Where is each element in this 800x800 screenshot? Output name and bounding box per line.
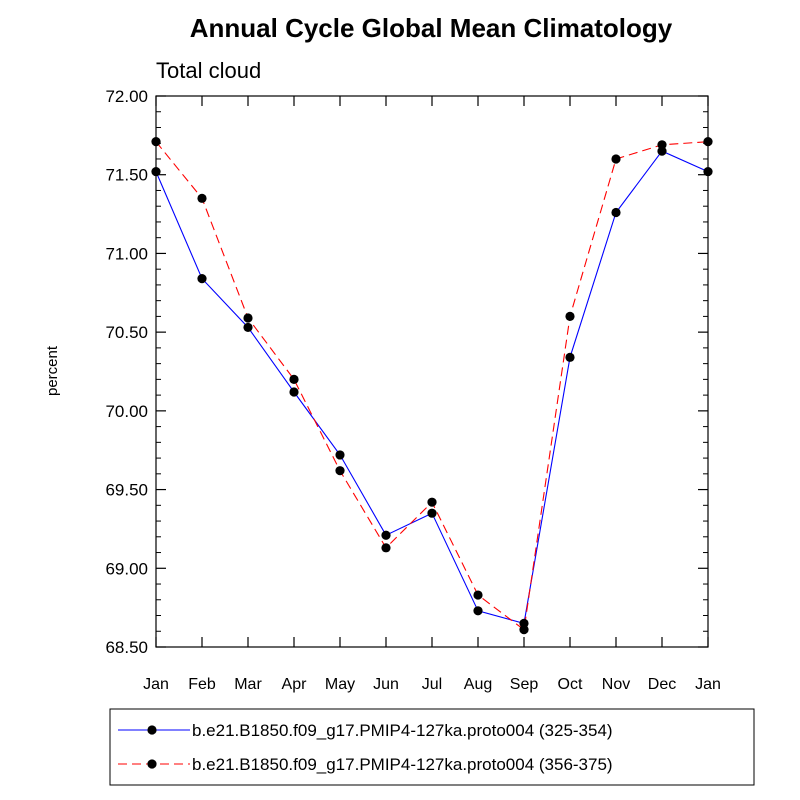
legend: b.e21.B1850.f09_g17.PMIP4-127ka.proto004… <box>109 708 755 786</box>
x-tick-label: Mar <box>234 676 262 693</box>
series-2-point <box>197 193 207 203</box>
chart-title: Annual Cycle Global Mean Climatology <box>190 13 673 43</box>
y-tick-label: 69.00 <box>105 559 148 578</box>
series-1-point <box>335 450 345 460</box>
series-2-point <box>519 625 529 635</box>
x-tick-label: Aug <box>464 676 492 693</box>
series-2-point <box>335 466 345 476</box>
x-tick-label: Jun <box>373 676 399 693</box>
series-line-1 <box>155 150 709 625</box>
y-tick-label: 69.50 <box>105 481 148 500</box>
legend-label-1: b.e21.B1850.f09_g17.PMIP4-127ka.proto004… <box>192 721 613 740</box>
y-tick-label: 72.00 <box>105 87 148 106</box>
plot-frame <box>155 95 709 648</box>
series-1-point <box>197 274 207 284</box>
legend-box <box>109 708 755 786</box>
x-tick-label: Jan <box>143 676 169 693</box>
x-tick-label: Feb <box>188 676 216 693</box>
series-1-point <box>427 508 437 518</box>
x-tick-label: Apr <box>282 676 308 693</box>
y-axis-label: percent <box>44 345 61 396</box>
axis-ticks <box>155 95 709 648</box>
series-2-point <box>381 543 391 553</box>
x-tick-label: May <box>325 676 355 693</box>
legend-marker-1 <box>147 725 157 735</box>
x-tick-label: Sep <box>510 676 539 693</box>
series-2-point <box>565 311 575 321</box>
series-1-point <box>611 207 621 218</box>
x-tick-label: Dec <box>648 676 676 693</box>
legend-label-2: b.e21.B1850.f09_g17.PMIP4-127ka.proto004… <box>192 755 613 774</box>
x-tick-label: Jan <box>695 676 721 693</box>
series-layer <box>151 137 713 635</box>
x-tick-label: Oct <box>558 676 583 693</box>
series-line-2 <box>155 141 709 631</box>
y-tick-label: 68.50 <box>105 638 148 657</box>
series-1-point <box>565 352 575 362</box>
legend-marker-2 <box>147 759 157 769</box>
series-1-point <box>243 322 253 333</box>
series-2-point <box>243 313 253 323</box>
series-1-point <box>519 618 529 628</box>
x-tick-label: Jul <box>422 676 442 693</box>
y-tick-label: 70.00 <box>105 402 148 421</box>
series-1-point <box>381 530 391 540</box>
tick-labels: 68.50 69.00 69.50 70.00 70.50 71.00 71.50 72.00… <box>105 87 720 693</box>
series-1-point <box>473 606 483 616</box>
series-2-point <box>473 590 483 600</box>
y-tick-label: 71.00 <box>105 244 148 263</box>
x-tick-label: Nov <box>602 676 630 693</box>
series-2-point <box>657 140 667 150</box>
series-1-point <box>657 146 667 156</box>
series-2-point <box>289 374 299 384</box>
y-tick-label: 71.50 <box>105 166 148 185</box>
series-2-point <box>427 497 437 507</box>
series-1-point <box>289 387 299 397</box>
series-2-point <box>611 154 621 164</box>
y-tick-label: 70.50 <box>105 323 148 342</box>
chart-subtitle: Total cloud <box>156 58 261 83</box>
